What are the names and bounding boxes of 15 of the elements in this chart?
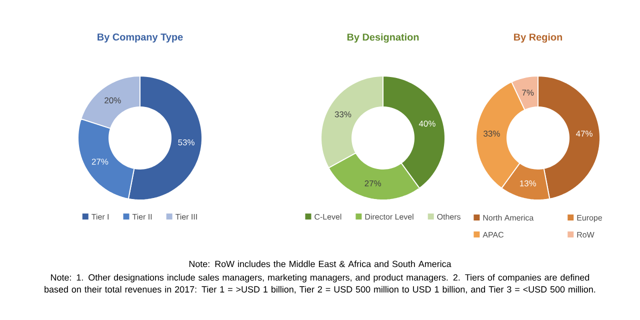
data-label: 27%: [364, 180, 382, 186]
chart-title: By Company Type: [98, 33, 183, 43]
data-label: 33%: [484, 130, 500, 137]
chart-title: By Region: [514, 33, 562, 43]
text: Note: RoW includes the Middle East & Africa and South America: [189, 260, 452, 268]
data-label: 27%: [92, 158, 108, 165]
data-label: 47%: [576, 130, 592, 137]
data-label: 40%: [418, 120, 436, 127]
data-label: 20%: [104, 97, 121, 104]
data-label: 33%: [334, 111, 352, 118]
data-label: 13%: [520, 180, 536, 186]
text: Note: 1. Other designations include sales managers, marketing managers, and product managers. 2. Tiers of companies are defined based on their total revenues in 2017: Tier 1 = >USD 1 billion, Tier 2 = USD 500 million to USD 1 billion, and Tier 3 = <USD 500 million.: [44, 274, 596, 294]
chart-title: By Designation: [347, 33, 419, 43]
data-label: 7%: [522, 90, 534, 96]
data-label: 53%: [178, 139, 194, 146]
